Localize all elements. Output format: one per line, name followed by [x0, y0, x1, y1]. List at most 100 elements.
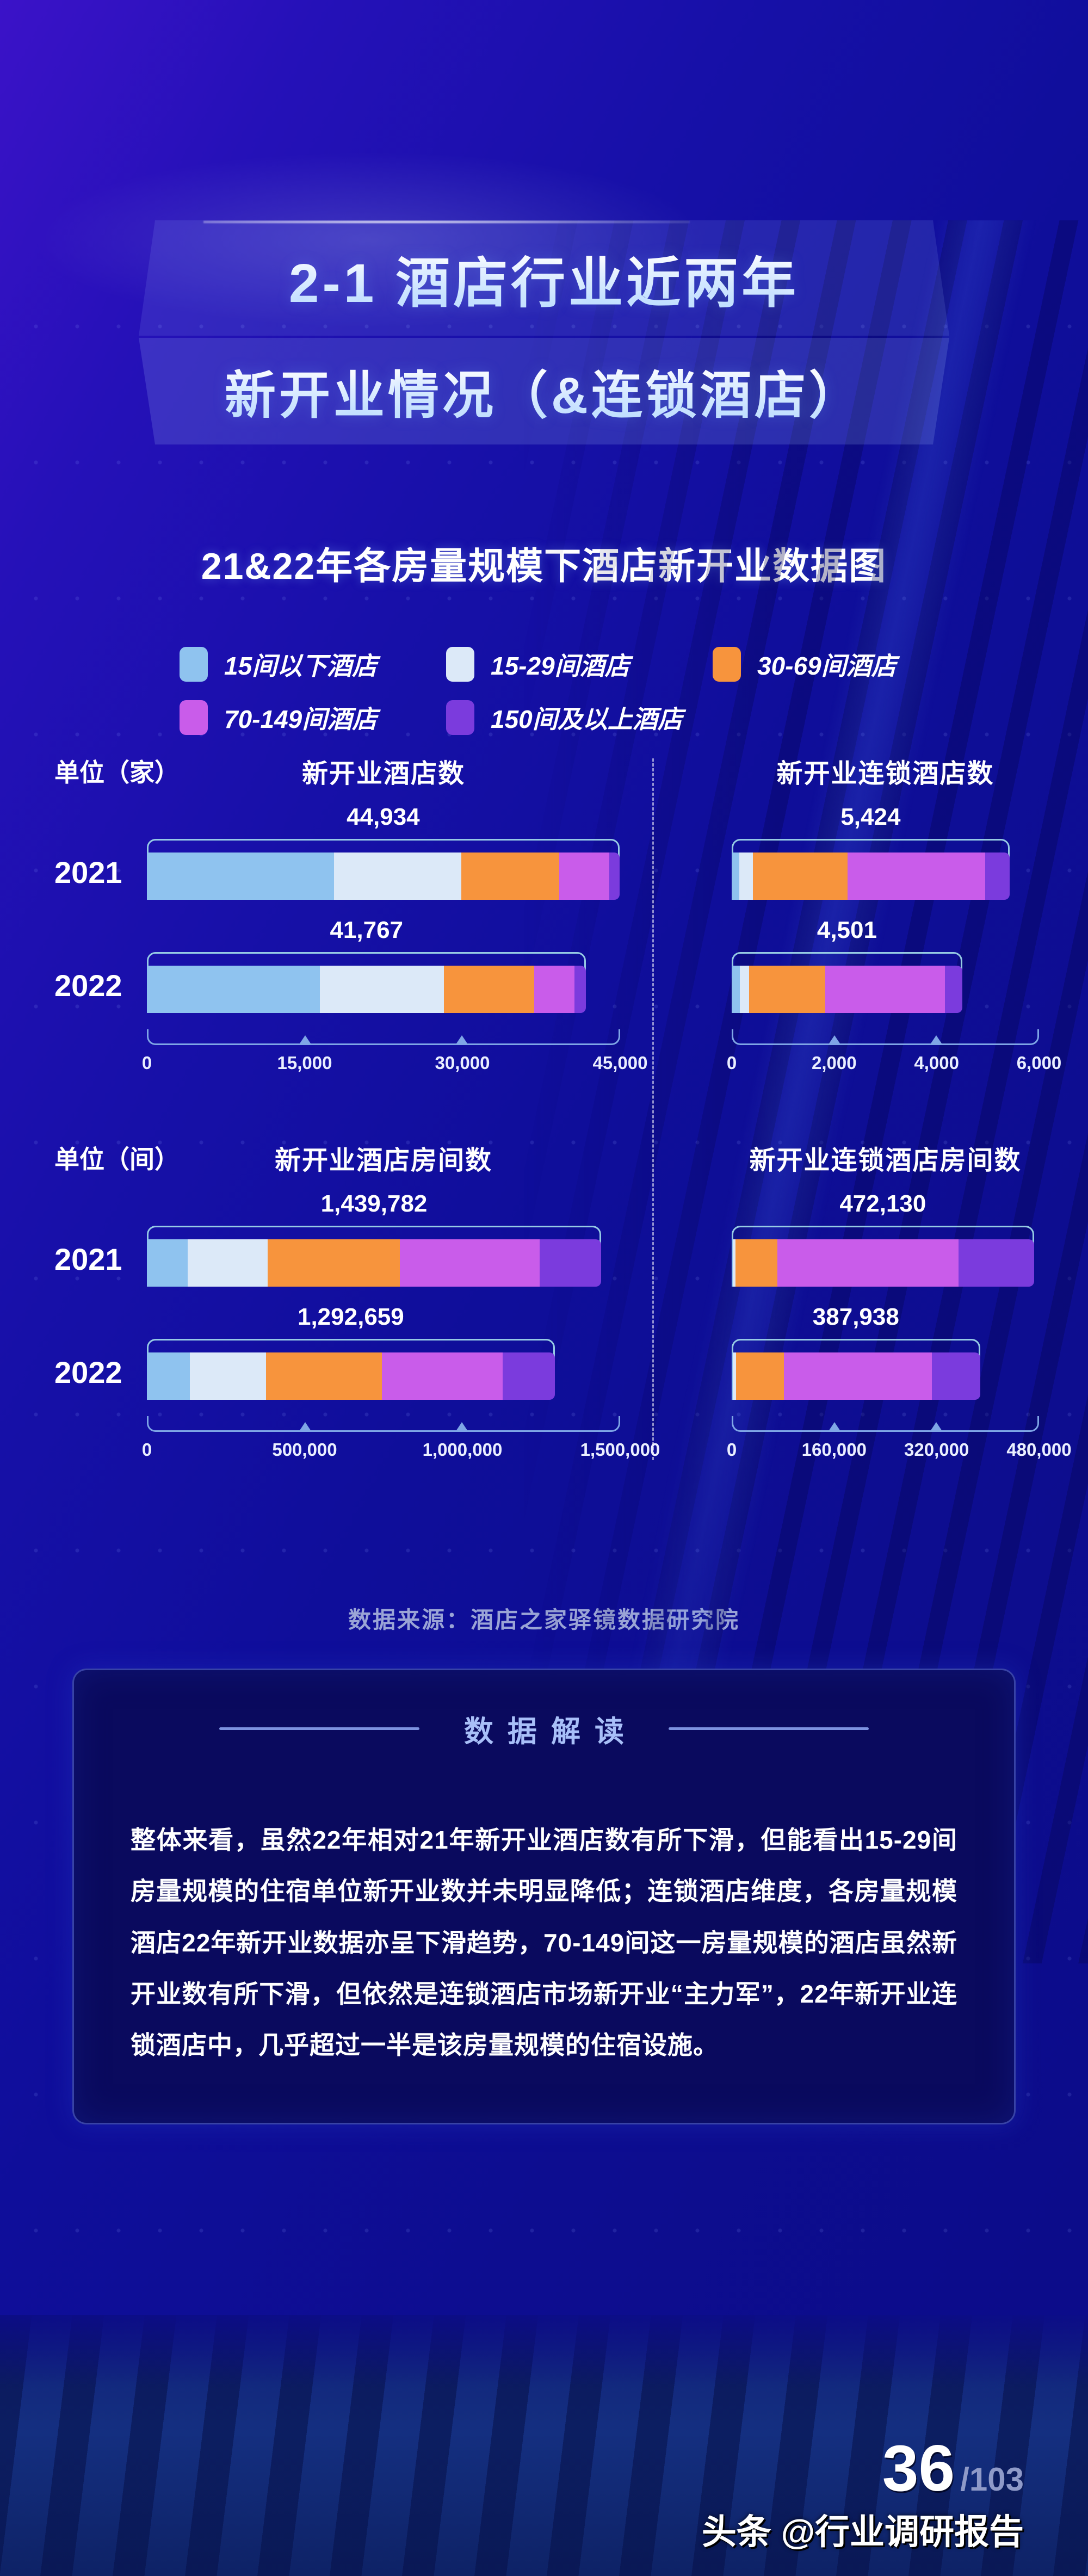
bar-segment	[732, 1239, 733, 1287]
axis-tick-label: 30,000	[435, 1053, 490, 1073]
bar-segment	[190, 1352, 266, 1400]
bar-segment	[749, 966, 826, 1013]
bar-segment	[540, 1239, 602, 1287]
axis-tick-labels: 0 2,000 4,000 6,000	[727, 1053, 1061, 1079]
stacked-bar	[147, 966, 586, 1013]
bar-segment	[399, 1239, 540, 1287]
bar-value-label: 44,934	[347, 804, 420, 830]
unit-label: 单位（家）	[54, 758, 180, 787]
chart-header: 新开业连锁酒店数	[685, 753, 1039, 789]
bar-zone: 1,292,659	[147, 1303, 620, 1400]
bar-capsule-outline	[732, 839, 1010, 900]
legend-item: 70-149间酒店	[180, 700, 446, 736]
stacked-bar	[732, 966, 962, 1013]
axis-tick-mark	[299, 1422, 311, 1430]
axis-tick-label: 0	[726, 1440, 737, 1460]
stacked-bar	[147, 1352, 555, 1400]
legend-item: 30-69间酒店	[713, 646, 979, 682]
insight-header: 数据解读	[131, 1707, 957, 1750]
bar-capsule-outline	[732, 1226, 1034, 1287]
bar-segment	[848, 853, 985, 900]
chart-header: 新开业连锁酒店房间数	[685, 1140, 1039, 1176]
bar-segment	[147, 1352, 190, 1400]
legend-swatch	[180, 647, 208, 682]
axis-bracket	[147, 1416, 620, 1432]
axis-tick-mark	[930, 1035, 942, 1043]
axis-tick-mark	[829, 1035, 840, 1043]
axis-tick-label: 4,000	[914, 1053, 959, 1073]
bar-segment	[574, 966, 586, 1013]
banner-glass-panel-top: 2-1 酒店行业近两年	[139, 220, 949, 336]
current-page: 36	[882, 2432, 955, 2505]
axis-tick-label: 1,500,000	[580, 1440, 660, 1460]
title-banner: 2-1 酒店行业近两年 新开业情况（&连锁酒店）	[139, 220, 949, 444]
bar-capsule-outline	[147, 1226, 602, 1287]
legend-item: 15间以下酒店	[180, 646, 446, 682]
axis-tick-labels: 0 160,000 320,000 480,000	[727, 1440, 1072, 1466]
bar-segment	[932, 1352, 980, 1400]
bar-segment	[739, 853, 753, 900]
axis-tick-label: 6,000	[1016, 1053, 1062, 1073]
chart-new-hotel-rooms: 单位（间） 新开业酒店房间数 2021 1,439,782 2022 1,292,659 0…	[54, 1140, 660, 1466]
bar-segment	[732, 853, 740, 900]
axis-tick-labels: 0 500,000 1,000,000 1,500,000	[142, 1440, 660, 1466]
decorative-line-left	[219, 1727, 419, 1730]
legend-swatch	[446, 647, 474, 682]
chart-legend: 15间以下酒店 15-29间酒店 30-69间酒店 70-149间酒店 150间及以上酒…	[180, 646, 1088, 736]
bar-segment	[559, 853, 610, 900]
bar-segment	[735, 1239, 778, 1287]
x-axis: 0 15,000 30,000 45,000	[142, 1029, 648, 1079]
bar-segment	[320, 966, 444, 1013]
axis-tick-mark	[829, 1422, 840, 1430]
bar-segment	[732, 1352, 733, 1400]
author-credit: 头条 @行业调研报告	[701, 2512, 1024, 2552]
bar-segment	[753, 853, 848, 900]
bar-value-label: 1,439,782	[320, 1190, 428, 1217]
charts-area: 单位（家） 新开业酒店数 2021 44,934 2022 41,767 0 15,000 30…	[54, 753, 1072, 1466]
bar-segment	[188, 1239, 268, 1287]
x-axis: 0 500,000 1,000,000 1,500,000	[142, 1416, 660, 1466]
unit-label: 单位（间）	[54, 1145, 180, 1173]
insight-title: 数据解读	[464, 1715, 638, 1748]
axis-bracket	[147, 1029, 620, 1045]
bar-zone: 387,938	[732, 1303, 1039, 1400]
axis-tick-label: 0	[726, 1053, 737, 1073]
bar-capsule-outline	[147, 1339, 555, 1400]
stacked-bar	[732, 853, 1010, 900]
chart-new-chain-hotel-rooms: 新开业连锁酒店房间数 2021472,130 2022387,938 0 160,000…	[685, 1140, 1072, 1466]
page-footer: 36/103 头条 @行业调研报告	[702, 2436, 1024, 2554]
legend-row: 70-149间酒店 150间及以上酒店	[180, 700, 1088, 736]
axis-tick-label: 160,000	[801, 1440, 867, 1460]
bar-segment	[502, 1352, 555, 1400]
axis-tick-label: 2,000	[812, 1053, 857, 1073]
axis-bracket	[732, 1416, 1039, 1432]
bar-zone: 44,934	[147, 803, 620, 900]
bar-segment	[735, 1352, 784, 1400]
bar-segment	[733, 1352, 736, 1400]
bar-zone: 5,424	[732, 803, 1039, 900]
chart-new-hotels: 单位（家） 新开业酒店数 2021 44,934 2022 41,767 0 15,000 30…	[54, 753, 648, 1079]
axis-tick-mark	[456, 1035, 467, 1043]
decorative-line-right	[669, 1727, 869, 1730]
bar-segment	[958, 1239, 1034, 1287]
bar-segment	[147, 853, 335, 900]
chart-row: 2021 44,934	[54, 803, 620, 900]
bar-zone: 1,439,782	[147, 1190, 620, 1287]
bar-capsule-outline	[147, 839, 620, 900]
chart-title: 新开业酒店数	[301, 759, 465, 788]
legend-label: 70-149间酒店	[224, 705, 378, 733]
axis-tick-labels: 0 15,000 30,000 45,000	[142, 1053, 648, 1079]
bar-segment	[945, 966, 962, 1013]
bar-capsule-outline	[147, 952, 586, 1013]
axis-tick-label: 15,000	[277, 1053, 332, 1073]
axis-tick-mark	[456, 1422, 467, 1430]
bar-zone: 4,501	[732, 916, 1039, 1013]
bar-value-label: 41,767	[330, 917, 404, 943]
chart-row: 2022 41,767	[54, 916, 620, 1013]
axis-tick-label: 500,000	[272, 1440, 337, 1460]
bar-segment	[382, 1352, 503, 1400]
chart-row: 2022 1,292,659	[54, 1303, 620, 1400]
bar-value-label: 5,424	[840, 804, 901, 830]
axis-tick-label: 320,000	[904, 1440, 969, 1460]
